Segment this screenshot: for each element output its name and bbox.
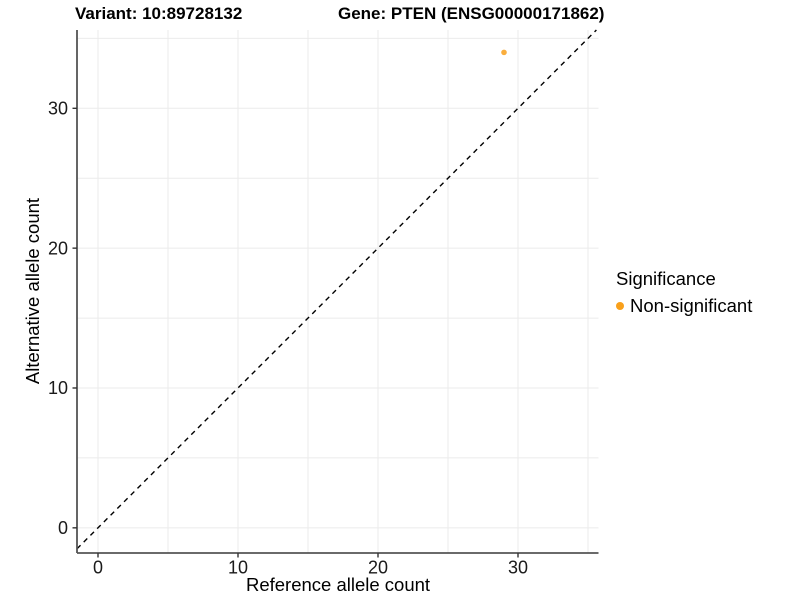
plot-title-variant: Variant: 10:89728132: [75, 4, 243, 23]
x-tick-label: 30: [508, 558, 528, 578]
identity-line: [76, 29, 597, 550]
x-tick-label: 20: [368, 558, 388, 578]
x-axis-title: Reference allele count: [245, 574, 431, 595]
y-tick-label: 30: [48, 99, 68, 119]
plot-title-gene: Gene: PTEN (ENSG00000171862): [338, 4, 605, 23]
x-tick-label: 10: [228, 558, 248, 578]
y-tick-label: 10: [48, 378, 68, 398]
legend-entry: Non-significant: [616, 295, 752, 317]
x-tick-label: 0: [93, 558, 103, 578]
legend-point-icon: [616, 302, 624, 310]
legend: Significance Non-significant: [616, 268, 752, 317]
y-tick-label: 20: [48, 238, 68, 258]
data-point: [501, 49, 507, 56]
legend-label: Non-significant: [630, 295, 753, 316]
y-axis-title: Alternative allele count: [22, 197, 43, 385]
legend-title: Significance: [616, 268, 716, 289]
y-tick-label: 0: [58, 518, 68, 538]
